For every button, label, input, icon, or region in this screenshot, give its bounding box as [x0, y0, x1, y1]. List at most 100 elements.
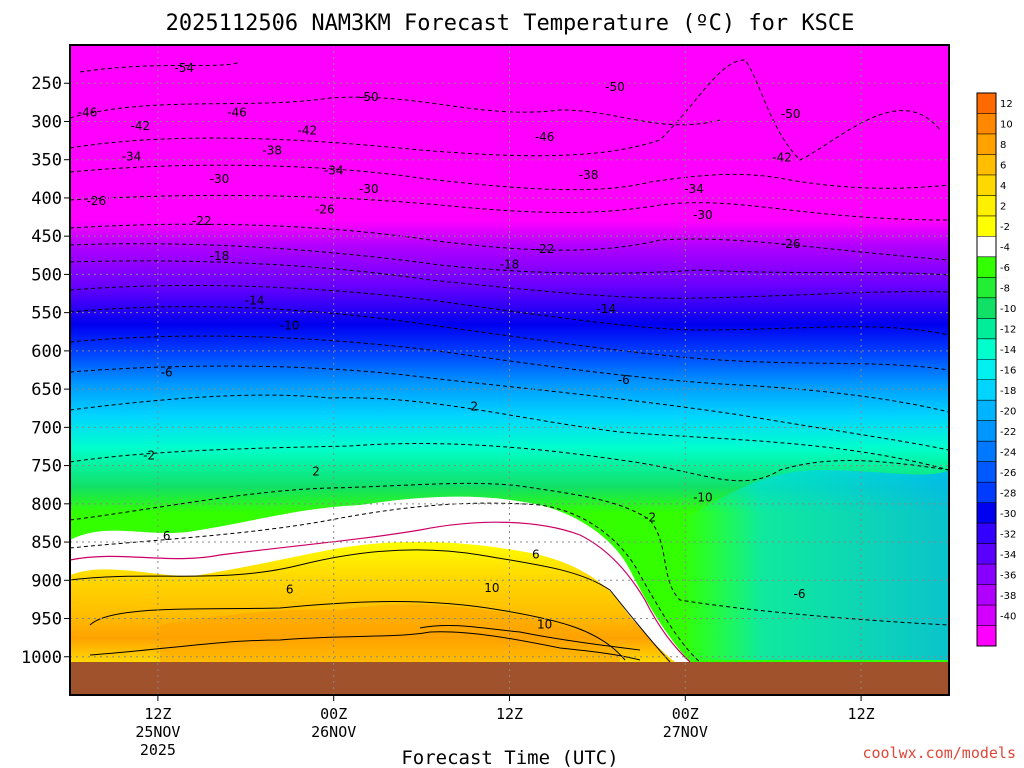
contour-label: -2: [143, 449, 155, 463]
colorbar-label: 8: [1000, 140, 1006, 151]
colorbar-label: 2: [1000, 202, 1006, 213]
contour-label: -34: [684, 182, 704, 196]
y-tick-label: 800: [31, 495, 62, 515]
contour-label: 6: [286, 582, 294, 596]
contour-label: -26: [87, 194, 107, 208]
contour-label: -50: [781, 107, 801, 121]
y-tick-label: 500: [31, 265, 62, 285]
colorbar-swatch: [977, 441, 996, 463]
ground-surface: [70, 662, 949, 695]
colorbar-label: -2: [1000, 222, 1010, 233]
contour-label: 6: [163, 529, 171, 543]
x-tick-label: 12Z: [144, 705, 171, 723]
contour-label: 10: [537, 618, 552, 632]
contour-line: [70, 443, 949, 482]
y-tick-label: 700: [31, 418, 62, 438]
y-tick-label: 300: [31, 112, 62, 132]
y-tick-label: 850: [31, 533, 62, 553]
y-axis: 250 300 350 400 450 500 550 600 650 700 750 800 850 9…: [21, 74, 70, 668]
x-tick-year: 2025: [140, 741, 176, 759]
colorbar-swatch: [977, 584, 996, 606]
colorbar-swatch: [977, 482, 996, 504]
colorbar-swatch: [977, 605, 996, 627]
contour-label: -34: [122, 150, 142, 164]
colorbar-swatch: [977, 338, 996, 360]
gridlines: [70, 45, 949, 695]
contour-label: -46: [78, 105, 98, 119]
colorbar-swatch: [977, 195, 996, 217]
y-tick-label: 550: [31, 304, 62, 324]
colorbar-label: -32: [1000, 529, 1016, 540]
y-tick-label: 900: [31, 571, 62, 591]
y-tick-label: 350: [31, 151, 62, 171]
warm-contour-lines: [70, 549, 671, 663]
colorbar-swatch: [977, 297, 996, 319]
colorbar-swatch: [977, 154, 996, 176]
colorbar-label: -20: [1000, 406, 1016, 417]
contour-label: -22: [535, 242, 555, 256]
y-tick-label: 450: [31, 227, 62, 247]
contour-line: [70, 306, 949, 371]
colorbar-swatch: [977, 133, 996, 155]
colorbar-label: -28: [1000, 488, 1016, 499]
y-tick-label: 400: [31, 189, 62, 209]
contour-line: [70, 335, 949, 413]
colorbar-swatch: [977, 256, 996, 278]
contour-label: -14: [245, 293, 265, 307]
x-tick-label: 12Z: [848, 705, 875, 723]
colorbar-label: -36: [1000, 570, 1016, 581]
colorbar-label: -34: [1000, 550, 1016, 561]
colorbar-label: -22: [1000, 427, 1016, 438]
x-tick-label: 00Z: [672, 705, 699, 723]
contour-line: [70, 482, 949, 626]
colorbar-label: 6: [1000, 161, 1006, 172]
y-tick-label: 1000: [21, 648, 62, 668]
colorbar-swatch: [977, 379, 996, 401]
contour-label: -26: [781, 237, 801, 251]
contour-label: -30: [359, 182, 379, 196]
contour-line: [70, 549, 671, 663]
contour-line: [70, 164, 949, 191]
contour-label: -26: [315, 202, 335, 216]
colorbar-label: 10: [1000, 120, 1013, 131]
contour-label: -18: [210, 249, 230, 263]
credit-text: coolwx.com/models: [862, 744, 1016, 762]
y-tick-label: 750: [31, 457, 62, 477]
contour-label: 6: [532, 547, 540, 561]
contour-label: -42: [772, 150, 792, 164]
contour-label: -50: [359, 90, 379, 104]
contour-line: [70, 243, 949, 276]
colorbar-swatch: [977, 564, 996, 586]
contour-label: 2: [471, 400, 479, 414]
colorbar-swatch: [977, 236, 996, 258]
x-tick-date: 27NOV: [663, 723, 708, 741]
contour-label: -6: [618, 373, 630, 387]
contour-line: [70, 394, 949, 471]
contour-label: -22: [192, 214, 212, 228]
contour-label: -38: [262, 144, 282, 158]
colorbar-swatch: [977, 523, 996, 545]
colorbar: 12 10 8 6 4 2 -2 -4 -6 -8 -10 -12 -14 -16 -18 -20 -22 -24…: [976, 92, 1016, 647]
colorbar-swatch: [977, 502, 996, 524]
x-tick-date: 25NOV: [135, 723, 180, 741]
cool-region-right: [680, 470, 949, 660]
contour-label: 10: [484, 581, 499, 595]
contour-line: [419, 624, 641, 651]
colorbar-label: -12: [1000, 325, 1016, 336]
colorbar-label: -18: [1000, 386, 1016, 397]
plot-area: -54 -50 -50 -50 -46 -46 -46 -42 -42 -42 -38 -38 -34 -…: [70, 45, 949, 695]
x-tick-date: 26NOV: [311, 723, 356, 741]
x-axis-label: Forecast Time (UTC): [401, 747, 618, 768]
contour-line: [89, 601, 626, 661]
chart-title: 2025112506 NAM3KM Forecast Temperature (…: [166, 11, 855, 36]
contour-line: [70, 194, 949, 221]
contour-label: -42: [298, 124, 318, 138]
contour-line: [89, 631, 641, 661]
contour-label: -30: [210, 172, 230, 186]
y-tick-label: 950: [31, 610, 62, 630]
colorbar-label: -6: [1000, 263, 1010, 274]
contour-label: -6: [794, 587, 806, 601]
freezing-contour: [70, 521, 691, 663]
contour-label: 2: [312, 465, 320, 479]
